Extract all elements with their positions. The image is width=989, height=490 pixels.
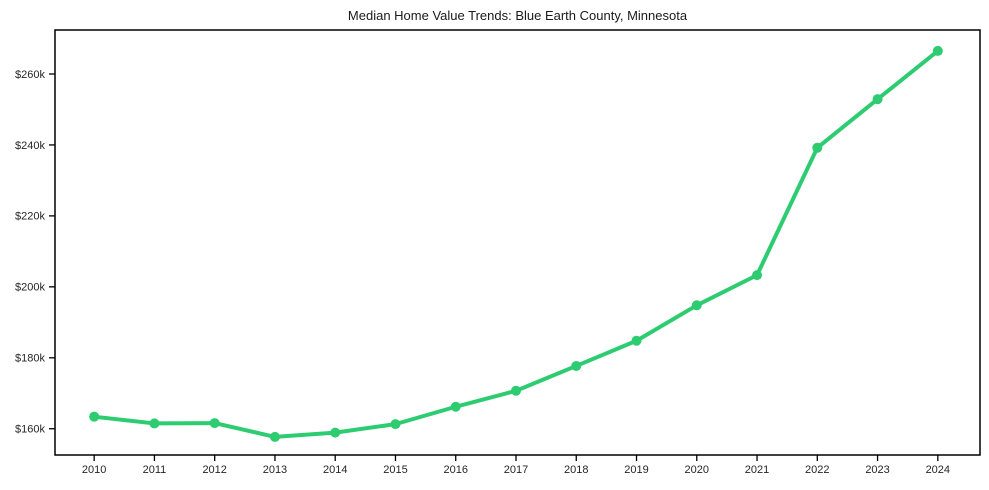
x-tick-label: 2022 <box>805 464 829 476</box>
y-tick-label: $160k <box>15 424 45 436</box>
plot-frame <box>54 29 981 456</box>
x-tick-label: 2015 <box>383 464 407 476</box>
data-point-marker <box>932 45 943 56</box>
data-point-marker <box>390 419 401 430</box>
y-tick-label: $240k <box>15 140 45 152</box>
data-point-marker <box>571 360 582 371</box>
data-point-marker <box>631 335 642 346</box>
data-point-marker <box>510 385 521 396</box>
x-tick-label: 2016 <box>443 464 467 476</box>
x-tick-label: 2020 <box>685 464 709 476</box>
data-point-marker <box>89 411 100 422</box>
x-tick-label: 2012 <box>202 464 226 476</box>
data-point-marker <box>752 270 763 281</box>
x-tick-label: 2024 <box>926 464 950 476</box>
x-tick-label: 2013 <box>263 464 287 476</box>
x-tick-label: 2017 <box>504 464 528 476</box>
x-tick-label: 2010 <box>82 464 106 476</box>
x-tick-label: 2018 <box>564 464 588 476</box>
x-tick-label: 2021 <box>745 464 769 476</box>
data-point-marker <box>149 418 160 429</box>
x-tick-label: 2011 <box>143 464 167 476</box>
data-point-marker <box>812 142 823 153</box>
x-tick-label: 2023 <box>865 464 889 476</box>
y-tick-label: $220k <box>15 211 45 223</box>
data-point-marker <box>330 427 341 438</box>
data-point-marker <box>872 94 883 105</box>
y-tick-label: $180k <box>15 353 45 365</box>
data-point-marker <box>691 300 702 311</box>
y-tick-label: $200k <box>15 282 45 294</box>
x-tick-label: 2019 <box>624 464 648 476</box>
data-point-marker <box>209 418 220 429</box>
y-tick-label: $260k <box>15 69 45 81</box>
chart-title: Median Home Value Trends: Blue Earth Cou… <box>347 8 688 23</box>
data-point-marker <box>269 431 280 442</box>
trend-line <box>92 48 940 439</box>
data-point-marker <box>450 401 461 412</box>
x-tick-label: 2014 <box>323 464 347 476</box>
